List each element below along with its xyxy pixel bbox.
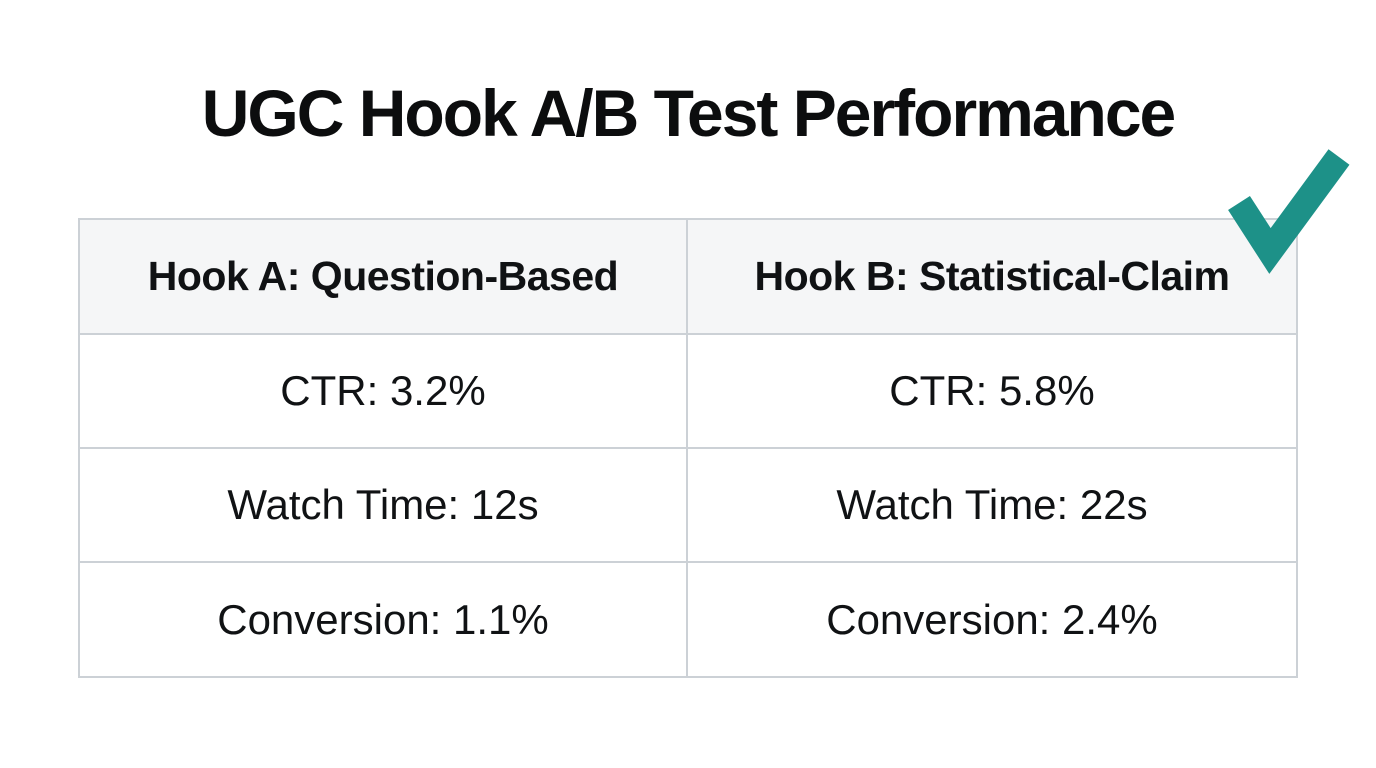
ab-test-table: Hook A: Question-Based Hook B: Statistic… bbox=[78, 218, 1298, 678]
table-header-hook-b: Hook B: Statistical-Claim bbox=[688, 220, 1296, 335]
table-header-hook-a: Hook A: Question-Based bbox=[80, 220, 688, 335]
table-cell-hook-a-ctr: CTR: 3.2% bbox=[80, 335, 688, 449]
table-cell-hook-b-ctr: CTR: 5.8% bbox=[688, 335, 1296, 449]
checkmark-icon bbox=[1228, 149, 1350, 274]
table-cell-hook-a-watch-time: Watch Time: 12s bbox=[80, 449, 688, 563]
table-cell-hook-a-conversion: Conversion: 1.1% bbox=[80, 563, 688, 676]
page-title: UGC Hook A/B Test Performance bbox=[201, 76, 1177, 150]
table-cell-hook-b-conversion: Conversion: 2.4% bbox=[688, 563, 1296, 676]
table-cell-hook-b-watch-time: Watch Time: 22s bbox=[688, 449, 1296, 563]
